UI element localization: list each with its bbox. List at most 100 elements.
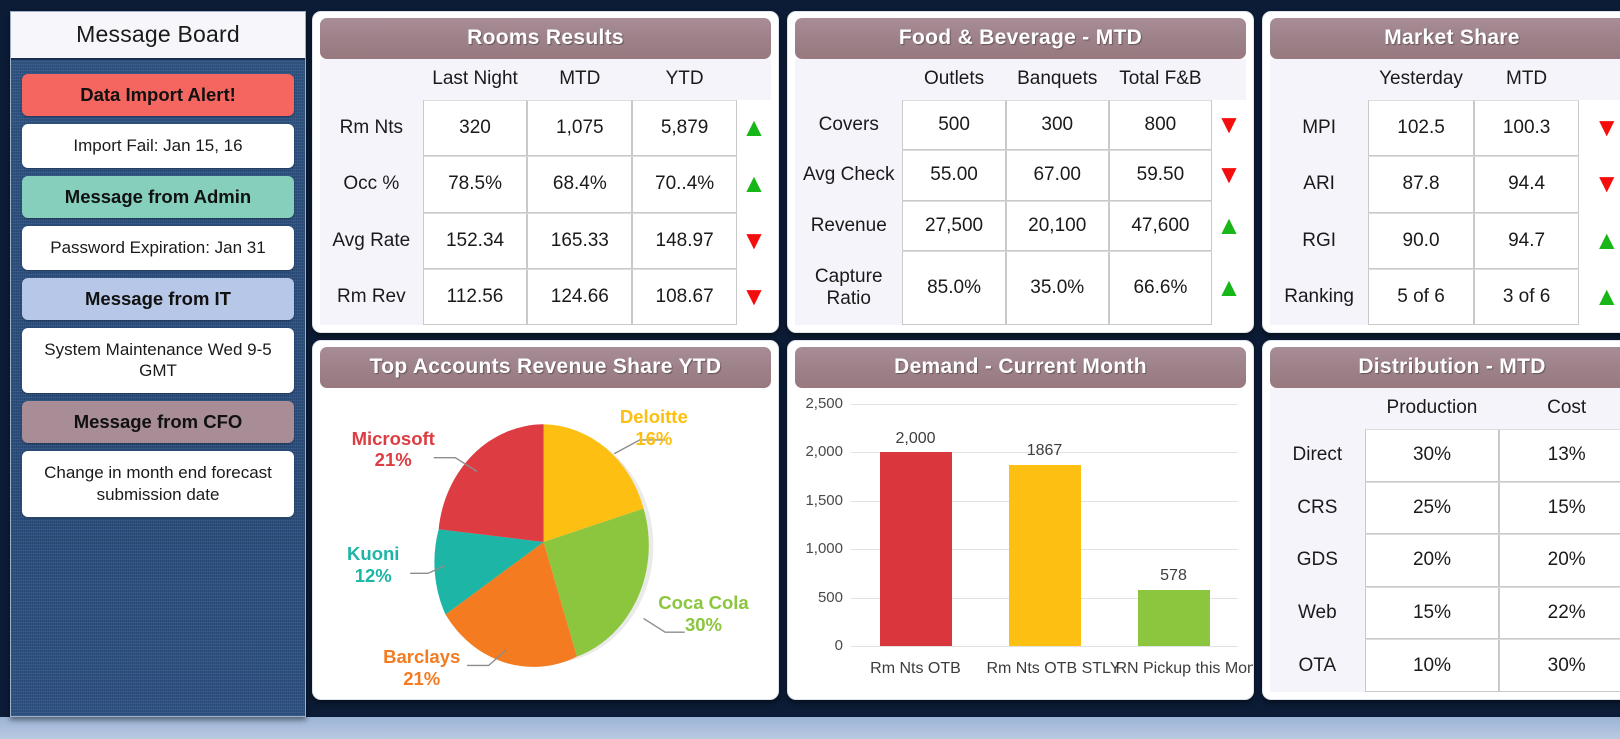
rooms-col-2: MTD (527, 59, 633, 100)
message-list: Data Import Alert! Import Fail: Jan 15, … (11, 60, 305, 527)
bar-chart: 2,500 2,000 1,500 1,000 500 0 2,000 (795, 388, 1253, 692)
rooms-trend-1: ▲ (737, 156, 771, 212)
pie-label-microsoft-value: 21% (374, 449, 412, 471)
dist-cell-2-1: 20% (1499, 534, 1620, 587)
bar-value-2: 578 (1160, 567, 1187, 585)
ms-col-2: MTD (1473, 59, 1580, 100)
top-accounts-body: Deloitte 16% Coca Cola 30% Barclays 21% … (320, 388, 771, 692)
bar-column-rn-pickup: 578 (1115, 404, 1231, 646)
ms-row-label-3: Ranking (1270, 268, 1369, 325)
ms-cell-2-1: 94.7 (1473, 212, 1580, 269)
dist-row-label-4: OTA (1270, 639, 1365, 692)
pie-chart: Deloitte 16% Coca Cola 30% Barclays 21% … (320, 388, 771, 692)
distribution-body: Production Cost Direct 30% 13% CRS 25% (1270, 388, 1620, 692)
arrow-up-icon: ▲ (741, 168, 767, 199)
fb-cell-3-1: 35.0% (1005, 250, 1109, 325)
rooms-trend-3: ▼ (737, 269, 771, 325)
fb-row-label-0: Covers (795, 100, 903, 151)
y-tick-label-1000: 1,000 (805, 540, 843, 558)
bar-column-rm-nts-otb-stly: 1867 (986, 404, 1102, 646)
table-header-row: Last Night MTD YTD (320, 59, 771, 100)
rooms-cell-1-1: 68.4% (527, 156, 633, 213)
fb-col-3: Total F&B (1108, 59, 1212, 100)
rooms-cell-2-2: 148.97 (632, 212, 737, 269)
fb-trend-2: ▲ (1212, 201, 1246, 251)
top-accounts-title: Top Accounts Revenue Share YTD (320, 347, 771, 388)
rooms-cell-2-0: 152.34 (422, 212, 528, 269)
market-share-panel: Market Share Yesterday MTD MP (1262, 11, 1620, 333)
ms-cell-3-0: 5 of 6 (1368, 268, 1474, 325)
dist-col-1: Production (1364, 388, 1500, 429)
distribution-title: Distribution - MTD (1270, 347, 1620, 388)
rooms-cell-2-1: 165.33 (527, 212, 633, 269)
rooms-cell-0-2: 5,879 (632, 100, 737, 157)
arrow-up-icon: ▲ (1593, 224, 1620, 255)
ms-trend-0: ▼ (1579, 100, 1620, 156)
ms-row-label-1: ARI (1270, 156, 1369, 213)
fb-cell-1-0: 55.00 (902, 150, 1006, 201)
pie-label-barclays-value: 21% (403, 668, 441, 690)
arrow-down-icon: ▼ (1593, 168, 1620, 199)
fb-cell-3-0: 85.0% (902, 250, 1006, 325)
ms-trend-header (1579, 59, 1620, 100)
bar-2[interactable] (1137, 590, 1210, 646)
ms-cell-2-0: 90.0 (1368, 212, 1474, 269)
pie-slice-cocacola (543, 508, 649, 657)
distribution-table: Production Cost Direct 30% 13% CRS 25% (1270, 388, 1620, 692)
bar-chart-bars: 2,000 1867 578 (851, 404, 1238, 646)
rooms-cell-3-2: 108.67 (632, 268, 737, 325)
ms-cell-1-1: 94.4 (1473, 156, 1580, 213)
rooms-col-0 (320, 59, 423, 100)
top-accounts-panel: Top Accounts Revenue Share YTD (312, 340, 779, 700)
pie-leader-cocacola (643, 617, 685, 633)
ms-cell-0-0: 102.5 (1368, 100, 1474, 157)
table-row: Occ % 78.5% 68.4% 70..4% ▲ (320, 156, 771, 213)
message-header-admin[interactable]: Message from Admin (22, 175, 294, 218)
table-row: Web 15% 22% (1270, 586, 1620, 640)
message-header-data-import-alert[interactable]: Data Import Alert! (22, 74, 294, 116)
fb-cell-3-2: 66.6% (1108, 250, 1212, 325)
bar-chart-x-labels: Rm Nts OTB Rm Nts OTB STLY RN Pickup thi… (851, 660, 1253, 678)
table-row: MPI 102.5 100.3 ▼ (1270, 100, 1620, 157)
ms-trend-1: ▼ (1579, 156, 1620, 212)
market-share-table: Yesterday MTD MPI 102.5 100.3 ▼ (1270, 59, 1620, 325)
rooms-col-1: Last Night (422, 59, 528, 100)
dashboard-grid: Rooms Results Last Night MTD YTD (312, 6, 1620, 739)
rooms-results-panel: Rooms Results Last Night MTD YTD (312, 11, 779, 333)
ms-cell-3-1: 3 of 6 (1473, 268, 1580, 325)
arrow-up-icon: ▲ (1216, 209, 1242, 240)
message-body-it: System Maintenance Wed 9-5 GMT (22, 327, 294, 393)
ms-col-1: Yesterday (1368, 59, 1474, 100)
dist-row-label-2: GDS (1270, 534, 1365, 587)
table-row: Rm Nts 320 1,075 5,879 ▲ (320, 100, 771, 157)
pie-slice-microsoft (438, 424, 544, 542)
dist-col-0 (1270, 388, 1365, 429)
pie-slice-kuoni (434, 529, 544, 615)
fb-trend-3: ▲ (1212, 251, 1246, 325)
dist-cell-4-1: 30% (1499, 639, 1620, 692)
pie-label-cocacola-value: 30% (684, 613, 722, 635)
dist-row-label-3: Web (1270, 586, 1365, 640)
pie-chart-svg (410, 424, 685, 667)
dist-cell-3-0: 15% (1364, 586, 1500, 640)
ms-row-label-0: MPI (1270, 100, 1369, 157)
rooms-cell-1-0: 78.5% (422, 156, 528, 213)
message-header-it[interactable]: Message from IT (22, 277, 294, 320)
x-tick-label-1: Rm Nts OTB STLY (986, 660, 1121, 677)
pie-slice-deloitte (543, 424, 644, 542)
y-tick-label-2000: 2,000 (805, 443, 843, 461)
fb-trend-1: ▼ (1212, 150, 1246, 200)
fb-cell-0-2: 800 (1108, 100, 1212, 151)
ms-row-label-2: RGI (1270, 212, 1369, 269)
pie-label-kuoni-value: 12% (354, 564, 392, 586)
food-beverage-table: Outlets Banquets Total F&B Covers 500 30… (795, 59, 1246, 325)
message-header-cfo[interactable]: Message from CFO (22, 401, 294, 443)
rooms-cell-3-1: 124.66 (527, 268, 633, 325)
fb-col-1: Outlets (902, 59, 1006, 100)
table-row: Revenue 27,500 20,100 47,600 ▲ (795, 200, 1246, 251)
bar-1[interactable] (1008, 465, 1081, 646)
fb-cell-0-0: 500 (902, 100, 1006, 151)
dist-cell-4-0: 10% (1364, 639, 1500, 692)
pie-label-kuoni: Kuoni 12% (347, 543, 399, 587)
bar-0[interactable] (879, 452, 952, 646)
